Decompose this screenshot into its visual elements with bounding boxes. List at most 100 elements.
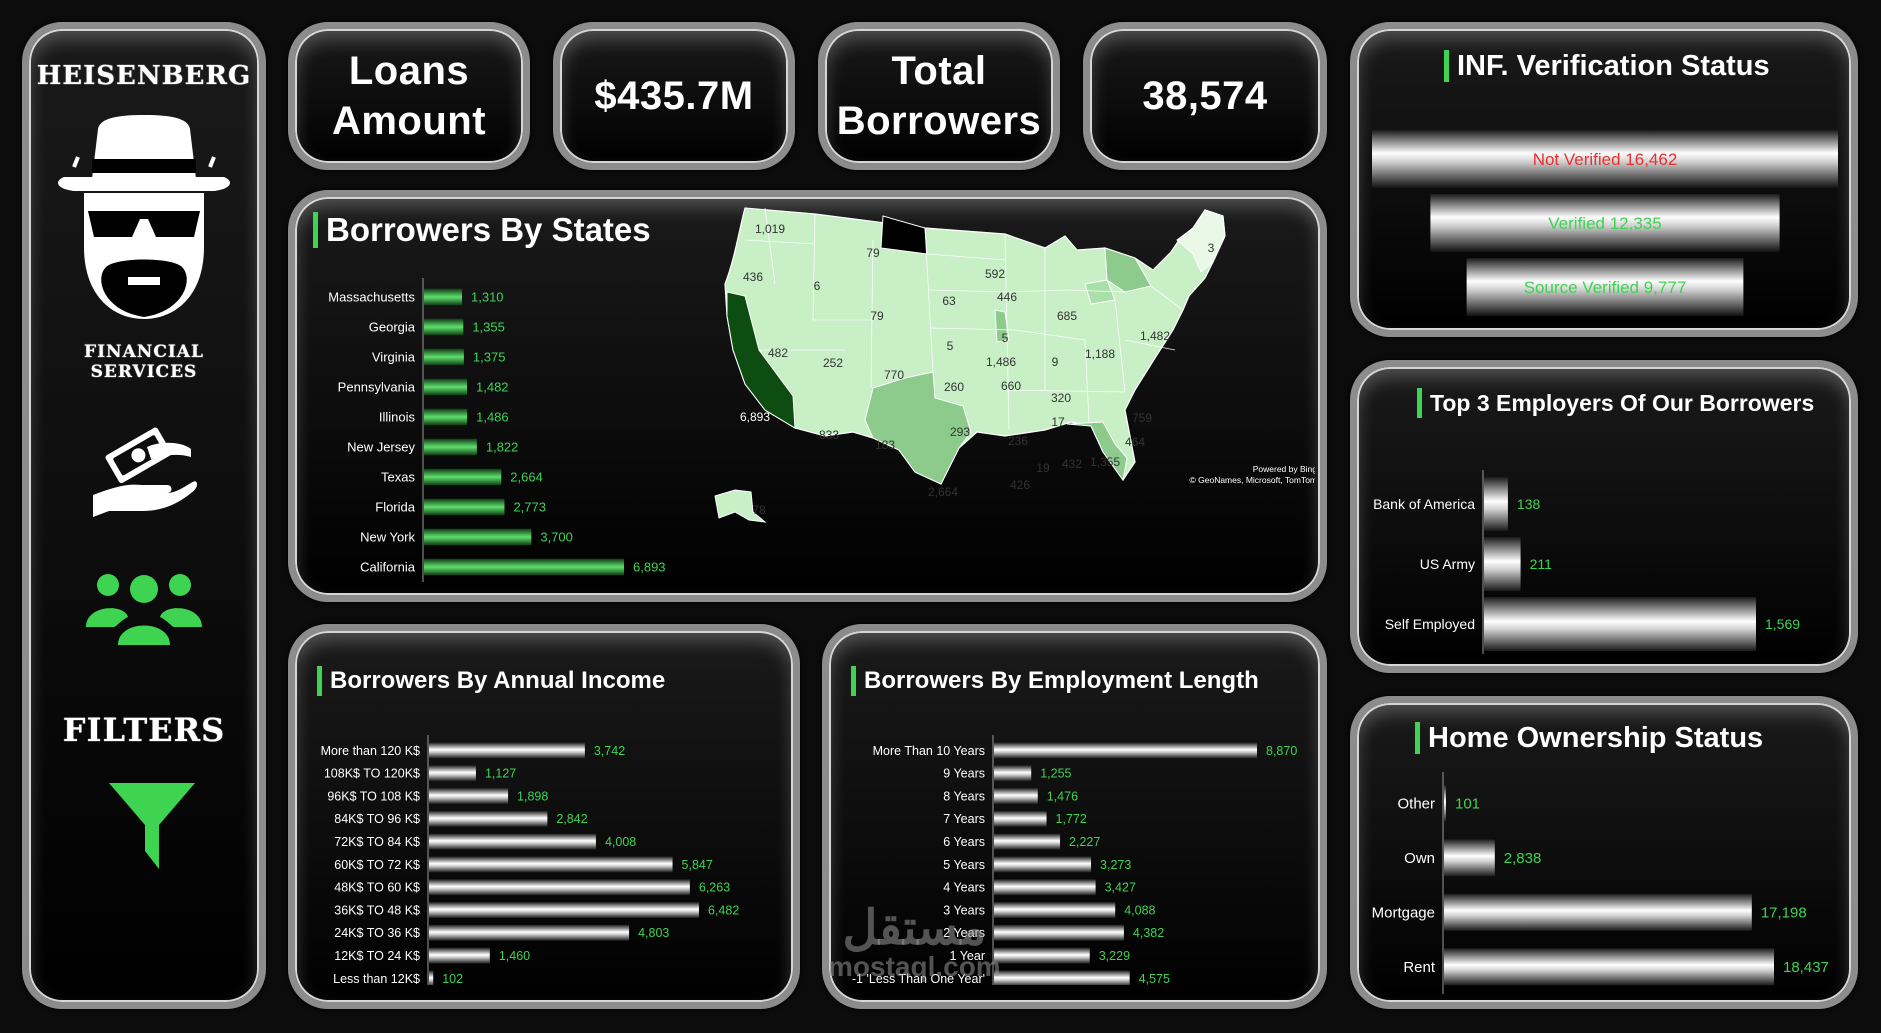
bar: [424, 378, 468, 396]
value-label: 4,575: [1139, 972, 1170, 985]
map-state-value-label: 1,019: [755, 222, 785, 236]
category-label: More than 120 K$: [321, 744, 420, 758]
map-state-value-label: 2,664: [928, 485, 958, 499]
heisenberg-logo-icon: [58, 115, 230, 319]
bar: [994, 924, 1124, 941]
bar: [994, 788, 1038, 804]
category-label: Mortgage: [1372, 905, 1435, 922]
value-label: 1,772: [1056, 812, 1087, 826]
value-label: 5,847: [682, 858, 713, 872]
people-icon[interactable]: [84, 567, 204, 647]
category-label: 84K$ TO 96 K$: [334, 812, 420, 826]
value-label: 1,898: [517, 789, 548, 803]
value-label: 4,088: [1124, 903, 1155, 917]
home-ownership-bar-chart: Other 101 Own 2,838 Mortgage 17,198 Rent 18,437: [1372, 772, 1829, 994]
kpi-loans-label-1: Loans: [348, 49, 470, 93]
employers-title-text: Top 3 Employers Of Our Borrowers: [1430, 389, 1815, 416]
map-state-value-label: 482: [768, 346, 788, 360]
map-state-value-label: 79: [870, 309, 884, 323]
category-label: 2 Years: [943, 926, 985, 940]
bar: [1444, 893, 1752, 931]
income-title-text: Borrowers By Annual Income: [330, 667, 666, 694]
map-state-value-label: 260: [944, 380, 964, 394]
value-label: 6,893: [633, 560, 666, 575]
kpi-borrowers-label-card: Total Borrowers: [818, 22, 1060, 170]
bar-label: Verified 12,335: [1548, 214, 1661, 233]
category-label: 108K$ TO 120K$: [324, 767, 420, 781]
brand-title: HEISENBERG: [36, 61, 252, 91]
value-label: 1,482: [476, 380, 509, 395]
map-state-value-label: 1,188: [1085, 347, 1115, 361]
map-state-value-label: 293: [950, 425, 970, 439]
value-label: 3,229: [1099, 949, 1130, 963]
value-label: 3,427: [1105, 881, 1136, 895]
bar: [429, 856, 673, 873]
bar: [994, 970, 1130, 985]
value-label: 3,742: [594, 744, 625, 758]
map-state-value-label: 446: [997, 290, 1017, 304]
value-label: 4,008: [605, 835, 636, 849]
value-label: 1,255: [1040, 767, 1071, 781]
bar: [424, 438, 477, 456]
value-label: 211: [1530, 556, 1553, 572]
map-state-value-label: 1,355: [1090, 455, 1120, 469]
home-title-text: Home Ownership Status: [1428, 721, 1764, 754]
map-state-value-label: 5: [1002, 331, 1009, 345]
category-label: 60K$ TO 72 K$: [334, 858, 420, 872]
category-label: 9 Years: [943, 767, 985, 781]
funnel-icon[interactable]: [107, 781, 197, 871]
map-state-value-label: 592: [985, 267, 1005, 281]
bar: [424, 348, 464, 366]
category-label: Florida: [375, 500, 416, 515]
bar: [424, 558, 624, 576]
value-label: 101: [1455, 796, 1480, 813]
brand-subtitle: FINANCIAL SERVICES: [84, 342, 204, 382]
money-hand-icon[interactable]: [89, 419, 199, 519]
bar: [424, 528, 532, 546]
value-label: 17,198: [1761, 905, 1807, 922]
kpi-loans-label-2: Amount: [331, 99, 487, 143]
us-map: 1,019 79 436 6 592 446 685 3 79 63 482 252 770 5 5 1,48…: [714, 207, 1315, 523]
bar: [429, 788, 509, 804]
kpi-loans-label-card: Loans Amount: [288, 22, 530, 170]
category-label: 5 Years: [943, 858, 985, 872]
bar: [429, 902, 699, 918]
bar: [429, 765, 476, 782]
category-label: New York: [360, 530, 415, 545]
value-label: 1,460: [499, 949, 530, 963]
bar: [1484, 537, 1521, 591]
verification-title: INF. Verification Status: [1444, 48, 1770, 84]
bar: [1484, 477, 1508, 531]
map-state-value-label: 9: [1052, 355, 1059, 369]
bar: [994, 856, 1092, 873]
map-state-value-label: 183: [875, 438, 895, 452]
kpi-borrowers-value-card: 38,574: [1083, 22, 1327, 170]
sidebar-panel: HEISENBERG FINANCIAL SERVICES FILTERS: [22, 22, 266, 1009]
kpi-borrowers-label-1: Total: [891, 49, 987, 93]
employers-title: Top 3 Employers Of Our Borrowers: [1417, 386, 1814, 420]
value-label: 102: [442, 972, 463, 985]
bar: [424, 468, 502, 486]
kpi-borrowers-value: 38,574: [1142, 74, 1268, 118]
category-label: 7 Years: [943, 812, 985, 826]
value-label: 1,822: [486, 440, 519, 455]
watermark: مستقل mostaql.com: [828, 905, 1001, 981]
value-label: 8,870: [1266, 744, 1297, 758]
map-state-value-label: 5: [947, 339, 954, 353]
category-label: More Than 10 Years: [873, 744, 985, 758]
map-state-value-label: 436: [743, 270, 763, 284]
category-label: 36K$ TO 48 K$: [334, 903, 420, 917]
bar: [1444, 839, 1495, 877]
category-label: New Jersey: [347, 440, 415, 455]
value-label: 1,486: [476, 410, 509, 425]
bar: [994, 902, 1116, 918]
map-state-value-label: 432: [1062, 457, 1082, 471]
value-label: 2,842: [556, 812, 587, 826]
bar: [994, 765, 1032, 782]
watermark-line1: مستقل: [842, 902, 987, 955]
bar: [1372, 130, 1838, 188]
bar: [424, 288, 463, 306]
kpi-loans-value-card: $435.7M: [553, 22, 795, 170]
value-label: 18,437: [1783, 959, 1829, 976]
bar: [994, 879, 1096, 896]
